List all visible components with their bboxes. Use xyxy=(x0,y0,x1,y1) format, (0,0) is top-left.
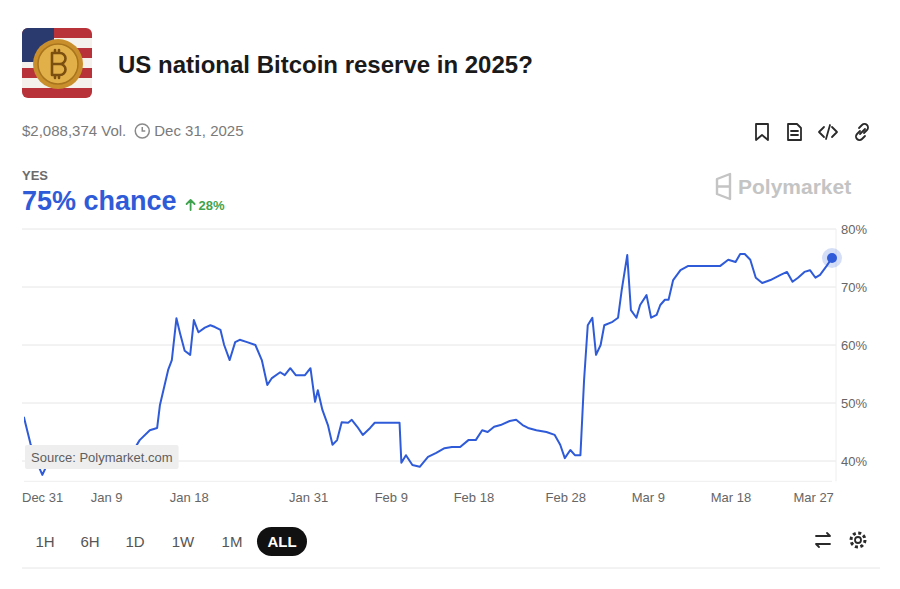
range-button[interactable]: 1H xyxy=(35,533,54,550)
title: US national Bitcoin reserve in 2025? xyxy=(118,51,533,78)
end-date: Dec 31, 2025 xyxy=(154,122,243,139)
end-dot xyxy=(827,253,837,263)
grid-line xyxy=(22,287,836,288)
x-tick-label: Feb 28 xyxy=(545,490,585,505)
grid-line xyxy=(22,229,836,230)
x-tick-label: Jan 18 xyxy=(170,490,209,505)
settings-icon[interactable] xyxy=(851,533,865,547)
volume: $2,088,374 Vol. xyxy=(22,122,126,139)
grid-line xyxy=(22,403,836,404)
range-button[interactable]: 6H xyxy=(80,533,99,550)
x-axis-line xyxy=(24,481,832,482)
x-tick-label: Jan 31 xyxy=(289,490,328,505)
x-tick-label: Jan 9 xyxy=(91,490,123,505)
range-button-bg[interactable] xyxy=(257,527,307,556)
y-tick-label: 60% xyxy=(841,338,867,353)
clock-icon xyxy=(135,124,149,138)
x-tick-label: Feb 18 xyxy=(454,490,494,505)
y-tick-label: 80% xyxy=(841,222,867,237)
price-line xyxy=(24,254,832,475)
x-tick-label: Dec 31 xyxy=(22,490,63,505)
clock-face xyxy=(135,124,149,138)
embed-icon[interactable] xyxy=(819,125,837,139)
swap-icon[interactable] xyxy=(816,533,830,547)
change: 28% xyxy=(199,198,225,213)
coin-face xyxy=(38,44,78,84)
range-button[interactable]: ALL xyxy=(267,533,296,550)
plot-area xyxy=(24,254,832,475)
settings-icon-core[interactable] xyxy=(855,537,861,543)
grid-line xyxy=(22,345,836,346)
market-icon xyxy=(22,28,92,98)
x-tick-label: Mar 9 xyxy=(632,490,665,505)
y-tick-label: 50% xyxy=(841,396,867,411)
range-button[interactable]: 1W xyxy=(172,533,195,550)
page: US national Bitcoin reserve in 2025? $2,0… xyxy=(0,0,900,589)
link-icon[interactable] xyxy=(856,124,868,140)
source: Source: Polymarket.com xyxy=(31,450,173,465)
chance: 75% chance xyxy=(22,186,177,216)
range-button[interactable]: 1D xyxy=(125,533,144,550)
source-patch xyxy=(25,445,179,469)
document-icon[interactable] xyxy=(788,124,801,140)
separator xyxy=(22,568,880,569)
clock-hands xyxy=(142,127,145,131)
x-tick-label: Feb 9 xyxy=(375,490,408,505)
coin-symbol xyxy=(52,50,66,78)
x-tick-label: Mar 27 xyxy=(793,490,833,505)
y-tick-label: 40% xyxy=(841,454,867,469)
brand-logo xyxy=(717,174,730,199)
x-tick-label: Mar 18 xyxy=(711,490,751,505)
change-arrow xyxy=(187,200,195,210)
bookmark-icon[interactable] xyxy=(756,124,768,140)
end-dot-halo xyxy=(822,248,842,268)
outcome-label: YES xyxy=(22,168,48,183)
coin-rim xyxy=(33,39,83,89)
flag-stripe xyxy=(22,88,92,98)
brand: Polymarket xyxy=(738,175,851,198)
range-button[interactable]: 1M xyxy=(222,533,243,550)
y-tick-label: 70% xyxy=(841,280,867,295)
